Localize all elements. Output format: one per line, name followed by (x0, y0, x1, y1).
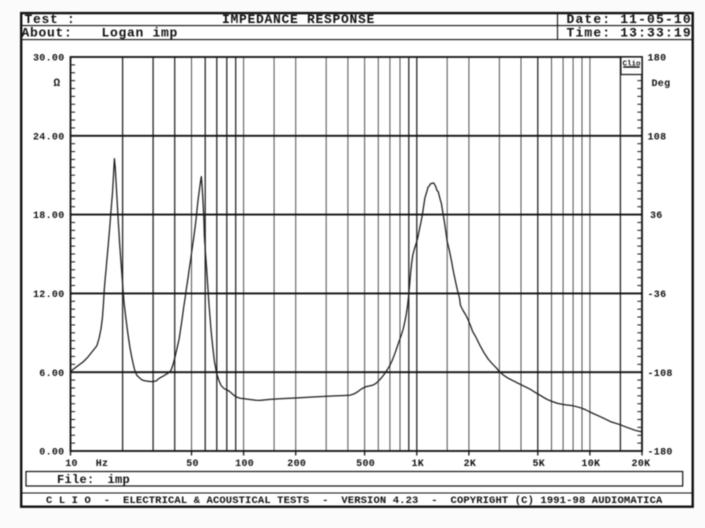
svg-text:IMPEDANCE RESPONSE: IMPEDANCE RESPONSE (222, 12, 375, 27)
svg-text:About:: About: (22, 25, 73, 40)
svg-text:1K: 1K (411, 459, 424, 470)
svg-text:Date: 11-05-10: Date: 11-05-10 (567, 12, 692, 27)
svg-text:18.00: 18.00 (33, 211, 65, 222)
svg-text:20K: 20K (632, 459, 651, 470)
svg-text:2K: 2K (464, 459, 477, 470)
svg-text:200: 200 (287, 459, 306, 470)
svg-text:Ω: Ω (54, 78, 61, 90)
svg-text:10: 10 (65, 459, 78, 470)
svg-text:6.00: 6.00 (39, 369, 64, 380)
svg-text:-180: -180 (648, 448, 673, 459)
svg-text:12.00: 12.00 (33, 290, 65, 301)
svg-text:5K: 5K (532, 459, 545, 470)
svg-text:36: 36 (650, 211, 663, 222)
svg-text:File:: File: (57, 473, 95, 487)
svg-text:0.00: 0.00 (39, 448, 64, 459)
svg-text:Clio: Clio (622, 60, 641, 68)
svg-text:100: 100 (235, 459, 254, 470)
svg-text:Hz: Hz (96, 459, 109, 470)
svg-text:24.00: 24.00 (33, 132, 65, 143)
svg-text:-108: -108 (648, 369, 673, 380)
svg-text:30.00: 30.00 (33, 54, 65, 65)
svg-text:C L I O - ELECTRICAL & ACOUS: C L I O - ELECTRICAL & ACOUSTICAL TESTS … (46, 495, 663, 507)
svg-text:Deg: Deg (652, 79, 671, 90)
svg-text:50: 50 (186, 459, 199, 470)
svg-text:108: 108 (648, 132, 667, 143)
svg-text:10K: 10K (581, 459, 600, 470)
svg-text:Test :: Test : (25, 12, 76, 27)
svg-text:Logan imp: Logan imp (102, 25, 179, 40)
svg-text:-36: -36 (648, 290, 667, 301)
svg-text:180: 180 (648, 54, 667, 65)
svg-text:Time: 13:33:19: Time: 13:33:19 (567, 25, 692, 40)
svg-text:500: 500 (356, 459, 375, 470)
svg-text:imp: imp (108, 473, 131, 487)
